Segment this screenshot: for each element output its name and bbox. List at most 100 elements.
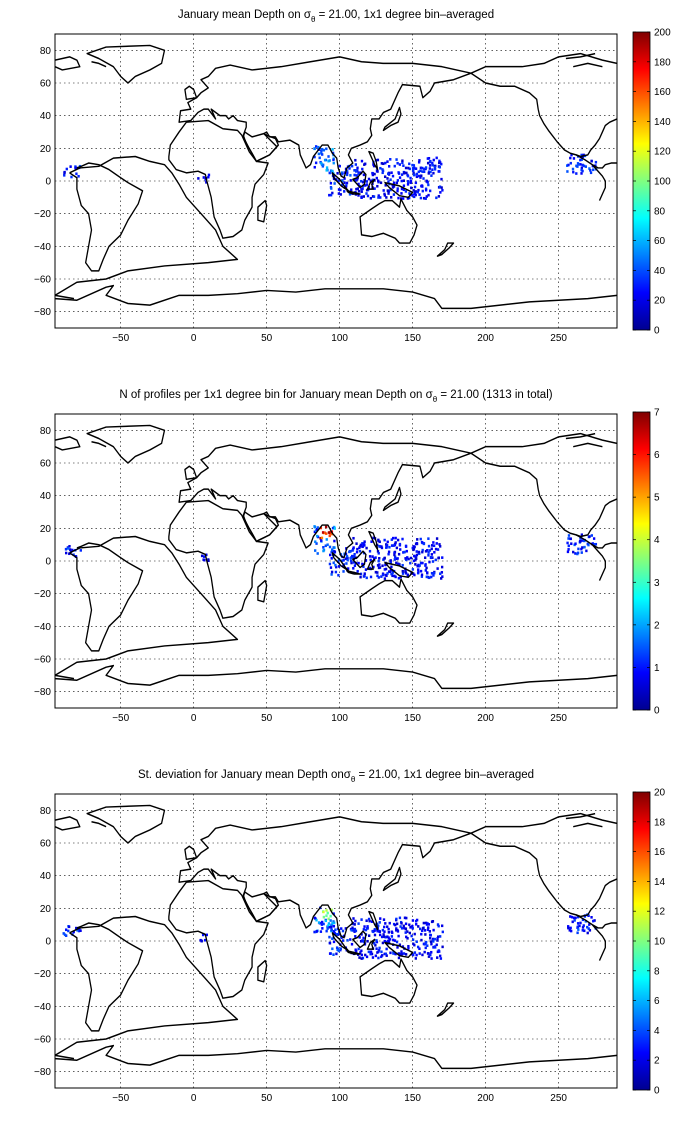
data-cell [317, 145, 320, 149]
data-cell [579, 158, 582, 162]
data-cell [431, 560, 435, 563]
data-cell [337, 565, 341, 568]
data-cell [426, 571, 429, 574]
data-cell [580, 172, 583, 175]
data-cell [325, 909, 328, 912]
data-cell [411, 924, 414, 928]
data-cell [373, 187, 376, 190]
data-cell [580, 547, 583, 551]
panel-title: St. deviation for January mean Depth onσ… [138, 769, 534, 784]
x-tick-label: 200 [477, 333, 494, 344]
data-cell [430, 174, 433, 177]
data-cell [425, 195, 428, 198]
data-cell [340, 927, 343, 930]
data-cell [364, 568, 368, 571]
data-cell [207, 173, 211, 177]
data-cell [378, 540, 381, 544]
data-cell [331, 526, 335, 530]
data-cell [362, 565, 365, 568]
data-cell [393, 574, 396, 578]
data-cell [365, 919, 368, 923]
data-cell [435, 542, 438, 545]
data-cell [417, 570, 420, 574]
data-cell [325, 166, 329, 169]
data-cell [339, 193, 342, 196]
data-cell [414, 181, 418, 185]
data-cell [402, 924, 405, 928]
data-cell [440, 577, 443, 580]
data-cell [346, 169, 349, 173]
data-cell [589, 171, 593, 175]
data-cell [424, 197, 427, 200]
colorbar-tick-label: 160 [654, 87, 671, 98]
data-cell [63, 171, 66, 175]
data-cell [405, 935, 408, 939]
data-cell [412, 559, 416, 563]
data-cell [353, 552, 356, 556]
data-cell [360, 190, 363, 193]
data-cell [348, 550, 351, 554]
data-cell [313, 930, 316, 934]
panel-title: N of profiles per 1x1 degree bin for Jan… [119, 389, 552, 404]
data-cell [418, 174, 421, 178]
data-cell [384, 183, 387, 187]
data-cell [200, 554, 204, 558]
y-tick-label: −40 [34, 1002, 51, 1013]
data-cell [387, 172, 390, 175]
data-cell [322, 546, 325, 549]
data-cell [366, 194, 370, 198]
colorbar-tick-label: 3 [654, 578, 660, 589]
data-cell [435, 196, 438, 200]
data-cell [321, 148, 324, 151]
x-tick-label: 0 [191, 1093, 197, 1104]
data-cell [432, 158, 435, 162]
data-cell [377, 559, 380, 563]
data-cell [325, 169, 328, 172]
data-cell [408, 923, 411, 927]
data-cell [424, 569, 427, 572]
data-cell [384, 952, 388, 956]
data-cell [322, 922, 325, 926]
data-cell [383, 175, 387, 179]
data-cell [360, 179, 363, 183]
data-cell [422, 177, 425, 180]
data-cell [321, 153, 324, 156]
data-cell [424, 166, 428, 169]
data-cell [588, 167, 591, 170]
data-cell [424, 564, 427, 567]
data-cell [572, 550, 575, 554]
data-cell [422, 921, 425, 925]
data-cell [332, 953, 335, 956]
data-cell [381, 928, 385, 932]
data-cell [429, 940, 433, 943]
data-cell [424, 167, 427, 171]
data-cell [317, 921, 321, 924]
data-cell [415, 557, 418, 561]
data-cell [342, 558, 345, 562]
data-cell [383, 538, 386, 542]
x-tick-label: 100 [331, 333, 348, 344]
data-cell [369, 575, 373, 579]
data-cell [423, 556, 427, 560]
data-cell [577, 547, 580, 551]
data-cell [333, 921, 336, 925]
data-cell [353, 173, 356, 177]
data-cell [343, 181, 346, 185]
data-cell [331, 148, 334, 151]
data-cell [438, 185, 442, 189]
data-cell [420, 540, 424, 544]
data-cell [202, 176, 205, 179]
data-cell [77, 929, 81, 933]
data-cell [378, 933, 382, 937]
data-cell [360, 933, 363, 936]
y-tick-label: 40 [40, 871, 52, 882]
data-cell [314, 917, 317, 921]
data-cell [581, 918, 585, 922]
data-cell [576, 925, 580, 929]
data-cell [581, 539, 584, 542]
data-cell [436, 567, 439, 570]
data-cell [79, 929, 82, 932]
data-cell [352, 536, 355, 540]
data-cell [421, 953, 424, 957]
data-cell [318, 156, 321, 160]
